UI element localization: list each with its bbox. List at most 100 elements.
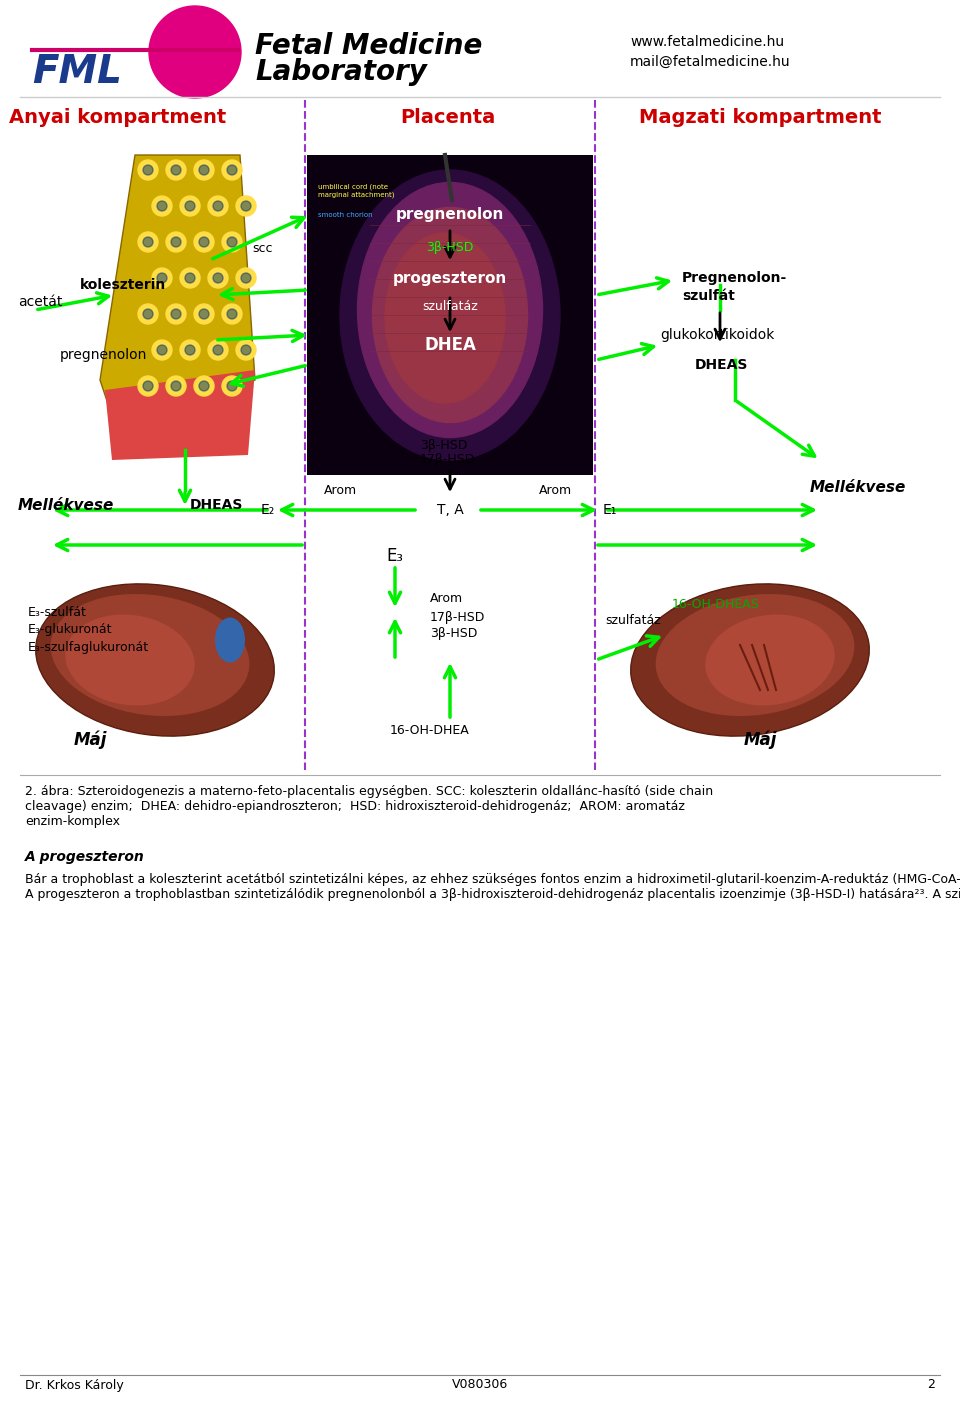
Text: Mellékvese: Mellékvese: [810, 479, 906, 495]
Text: E₃-szulfaglukuronát: E₃-szulfaglukuronát: [28, 642, 149, 655]
Text: E₁: E₁: [603, 503, 617, 517]
Circle shape: [157, 345, 167, 355]
Ellipse shape: [65, 614, 195, 705]
Circle shape: [236, 196, 256, 216]
Text: E₃-szulfát: E₃-szulfát: [28, 606, 86, 618]
Circle shape: [171, 381, 181, 391]
Circle shape: [199, 237, 209, 247]
Text: scc: scc: [252, 241, 273, 255]
Circle shape: [138, 231, 158, 252]
Circle shape: [194, 231, 214, 252]
Circle shape: [241, 345, 251, 355]
Text: A progeszteron: A progeszteron: [25, 850, 145, 864]
Circle shape: [143, 237, 153, 247]
Circle shape: [171, 165, 181, 175]
Text: szulfát: szulfát: [682, 289, 734, 303]
Circle shape: [227, 308, 237, 320]
Text: szulfatáz: szulfatáz: [422, 300, 478, 314]
Text: 17β-HSD: 17β-HSD: [430, 610, 486, 624]
Text: Arom: Arom: [539, 484, 571, 496]
Polygon shape: [100, 156, 255, 440]
Text: marginal attachment): marginal attachment): [318, 191, 395, 198]
Circle shape: [157, 200, 167, 210]
Circle shape: [185, 345, 195, 355]
Text: E₃: E₃: [387, 547, 403, 565]
Text: Máj: Máj: [73, 730, 107, 749]
Ellipse shape: [340, 170, 560, 460]
Text: E₂: E₂: [261, 503, 276, 517]
Text: koleszterin: koleszterin: [80, 278, 166, 292]
Circle shape: [199, 165, 209, 175]
Circle shape: [171, 308, 181, 320]
Polygon shape: [105, 370, 255, 460]
Text: smooth chorion: smooth chorion: [318, 212, 372, 217]
Circle shape: [213, 345, 223, 355]
Text: 3β-HSD: 3β-HSD: [430, 628, 477, 641]
Circle shape: [208, 196, 228, 216]
Text: FML: FML: [32, 53, 122, 91]
Ellipse shape: [357, 182, 542, 437]
Text: Mellékvese: Mellékvese: [18, 498, 114, 513]
Circle shape: [152, 341, 172, 360]
Text: Fetal Medicine: Fetal Medicine: [255, 32, 482, 60]
Circle shape: [222, 160, 242, 179]
Text: Placenta: Placenta: [400, 108, 495, 128]
Circle shape: [208, 268, 228, 287]
Text: DHEA: DHEA: [424, 336, 476, 353]
Text: 17β-HSD: 17β-HSD: [420, 453, 475, 467]
Circle shape: [180, 341, 200, 360]
Text: V080306: V080306: [452, 1378, 508, 1392]
Text: Anyai kompartment: Anyai kompartment: [10, 108, 227, 128]
FancyBboxPatch shape: [307, 156, 593, 475]
Text: Pregnenolon-: Pregnenolon-: [682, 271, 787, 285]
Circle shape: [138, 376, 158, 395]
Circle shape: [199, 381, 209, 391]
Circle shape: [166, 160, 186, 179]
Circle shape: [199, 308, 209, 320]
Circle shape: [180, 268, 200, 287]
Circle shape: [166, 304, 186, 324]
Circle shape: [149, 6, 241, 98]
Circle shape: [143, 165, 153, 175]
Circle shape: [227, 165, 237, 175]
Text: 3β-HSD: 3β-HSD: [420, 439, 468, 451]
Text: acetát: acetát: [18, 294, 62, 308]
Circle shape: [227, 237, 237, 247]
Circle shape: [236, 341, 256, 360]
Circle shape: [194, 376, 214, 395]
Circle shape: [171, 237, 181, 247]
Text: Laboratory: Laboratory: [255, 57, 427, 86]
Text: 2. ábra: Szteroidogenezis a materno-feto-placentalis egységben. SCC: koleszterin: 2. ábra: Szteroidogenezis a materno-feto…: [25, 785, 713, 829]
Circle shape: [194, 160, 214, 179]
Circle shape: [208, 341, 228, 360]
Circle shape: [152, 196, 172, 216]
Text: 3β-HSD: 3β-HSD: [426, 241, 473, 255]
Ellipse shape: [372, 207, 527, 422]
Circle shape: [185, 273, 195, 283]
Text: Magzati kompartment: Magzati kompartment: [638, 108, 881, 128]
Circle shape: [236, 268, 256, 287]
Text: glukokortikoidok: glukokortikoidok: [660, 328, 775, 342]
Ellipse shape: [215, 617, 245, 663]
Text: T, A: T, A: [437, 503, 464, 517]
Text: pregnenolon: pregnenolon: [396, 207, 504, 223]
Text: mail@fetalmedicine.hu: mail@fetalmedicine.hu: [630, 55, 791, 69]
Text: DHEAS: DHEAS: [695, 358, 749, 372]
Circle shape: [222, 304, 242, 324]
Circle shape: [222, 231, 242, 252]
Circle shape: [185, 200, 195, 210]
Ellipse shape: [385, 233, 505, 402]
Text: Arom: Arom: [430, 592, 463, 604]
Ellipse shape: [706, 614, 834, 705]
Ellipse shape: [656, 594, 854, 716]
Text: Arom: Arom: [324, 484, 356, 496]
Circle shape: [152, 268, 172, 287]
Text: 16-OH-DHEAS: 16-OH-DHEAS: [672, 599, 759, 611]
Text: szulfatáz: szulfatáz: [605, 614, 660, 627]
Text: www.fetalmedicine.hu: www.fetalmedicine.hu: [630, 35, 784, 49]
Ellipse shape: [631, 583, 870, 736]
Text: progeszteron: progeszteron: [393, 271, 507, 286]
Circle shape: [194, 304, 214, 324]
Circle shape: [241, 200, 251, 210]
Circle shape: [241, 273, 251, 283]
